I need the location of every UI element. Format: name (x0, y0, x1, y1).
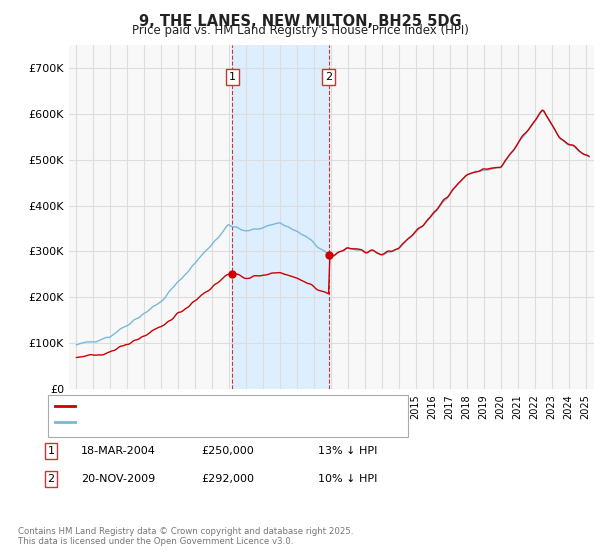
Text: 1: 1 (229, 72, 236, 82)
Text: Price paid vs. HM Land Registry's House Price Index (HPI): Price paid vs. HM Land Registry's House … (131, 24, 469, 37)
Text: £250,000: £250,000 (201, 446, 254, 456)
Text: 1: 1 (47, 446, 55, 456)
Text: HPI: Average price, detached house, New Forest: HPI: Average price, detached house, New … (78, 417, 329, 427)
Text: £292,000: £292,000 (201, 474, 254, 484)
Bar (232, 45, 329, 389)
Text: 10% ↓ HPI: 10% ↓ HPI (318, 474, 377, 484)
Text: 13% ↓ HPI: 13% ↓ HPI (318, 446, 377, 456)
Text: 2: 2 (47, 474, 55, 484)
Text: Contains HM Land Registry data © Crown copyright and database right 2025.
This d: Contains HM Land Registry data © Crown c… (18, 526, 353, 546)
Text: 20-NOV-2009: 20-NOV-2009 (81, 474, 155, 484)
Text: 18-MAR-2004: 18-MAR-2004 (81, 446, 156, 456)
Text: 2: 2 (325, 72, 332, 82)
Text: 9, THE LANES, NEW MILTON, BH25 5DG: 9, THE LANES, NEW MILTON, BH25 5DG (139, 14, 461, 29)
Text: 9, THE LANES, NEW MILTON, BH25 5DG (detached house): 9, THE LANES, NEW MILTON, BH25 5DG (deta… (78, 401, 377, 411)
